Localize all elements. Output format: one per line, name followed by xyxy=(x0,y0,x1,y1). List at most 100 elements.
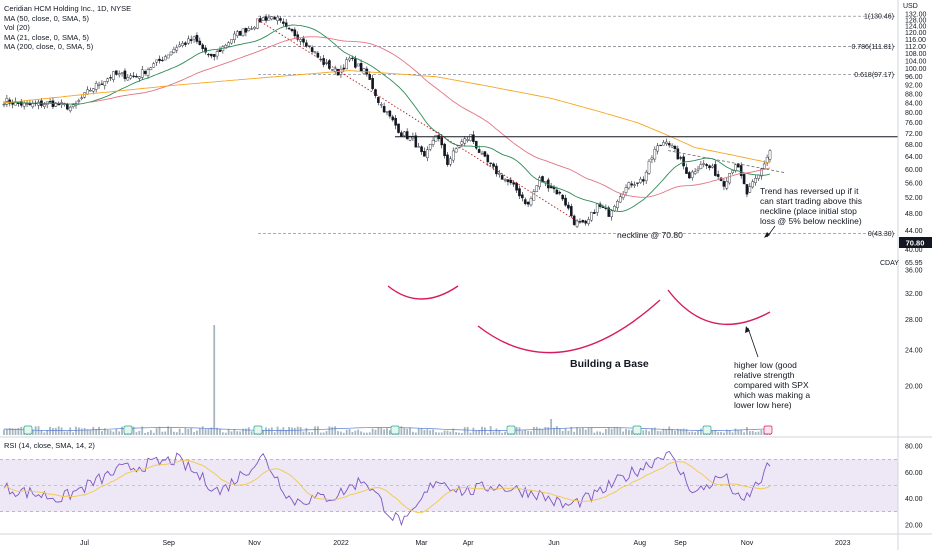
volume-bar xyxy=(498,430,501,435)
earnings-marker xyxy=(702,425,712,435)
price-tick-label: 72.00 xyxy=(905,131,923,138)
time-tick-label: Sep xyxy=(674,540,687,547)
price-tick-label: 132.00 xyxy=(905,11,927,18)
volume-bar xyxy=(651,428,653,435)
candle-body xyxy=(195,35,199,42)
candle-body xyxy=(198,40,202,45)
candle-body xyxy=(270,16,274,20)
volume-bar xyxy=(184,427,187,435)
volume-bar xyxy=(553,427,555,435)
neckline-annotation: neckline @ 70.80 xyxy=(617,230,683,240)
time-tick-label: 2022 xyxy=(333,540,349,547)
volume-bar xyxy=(720,431,722,435)
candle-body xyxy=(342,67,346,70)
volume-bar xyxy=(665,429,668,435)
downtrend-line xyxy=(257,19,579,223)
volume-bar xyxy=(386,428,388,435)
volume-bar xyxy=(11,428,14,435)
volume-bar xyxy=(377,427,380,435)
candle-body xyxy=(80,97,84,99)
candle-body xyxy=(282,21,285,24)
volume-bar xyxy=(365,432,368,435)
candle-body xyxy=(466,139,469,141)
candle-body xyxy=(711,165,714,168)
candle-body xyxy=(731,170,734,174)
candle-body xyxy=(89,90,92,92)
volume-bar xyxy=(682,428,685,435)
volume-bar xyxy=(645,429,648,435)
neckline-price-badge xyxy=(899,237,932,248)
volume-bar xyxy=(541,429,544,435)
volume-bar xyxy=(193,432,195,435)
volume-bar xyxy=(380,427,383,435)
volume-bar xyxy=(221,432,224,435)
volume-bar xyxy=(573,431,576,435)
volume-bar xyxy=(414,432,417,435)
volume-bar xyxy=(460,432,463,435)
volume-bar xyxy=(607,427,610,435)
price-tick-label: 116.00 xyxy=(905,37,926,44)
higher-low-line-4: which was making a xyxy=(734,390,811,400)
volume-bar xyxy=(550,419,553,435)
candle-body xyxy=(739,165,743,177)
volume-bar xyxy=(734,428,737,435)
candle-body xyxy=(595,203,599,213)
volume-bar xyxy=(49,426,51,435)
candle-body xyxy=(641,179,645,182)
candle-body xyxy=(581,219,585,223)
volume-bar xyxy=(564,428,567,435)
volume-bar xyxy=(613,427,616,435)
candle-body xyxy=(138,76,141,79)
volume-bar xyxy=(351,432,354,435)
candle-body xyxy=(690,171,694,178)
volume-bar xyxy=(3,429,5,435)
volume-bar xyxy=(515,426,518,435)
volume-bar xyxy=(328,426,331,435)
candle-body xyxy=(37,101,40,106)
volume-bar xyxy=(648,431,650,435)
volume-bar xyxy=(449,431,452,435)
candle-body xyxy=(449,158,452,165)
rsi-tick-label: 20.00 xyxy=(905,522,923,529)
volume-bar xyxy=(72,432,75,435)
candle-body xyxy=(670,145,674,148)
higher-low-line-3: compared with SPX xyxy=(734,380,809,390)
volume-bar xyxy=(616,426,619,435)
volume-bar xyxy=(740,429,743,435)
volume-bar xyxy=(478,430,481,435)
candle-body xyxy=(19,101,23,106)
earnings-marker xyxy=(390,425,400,435)
volume-bar xyxy=(250,431,253,435)
candle-body xyxy=(244,28,248,33)
candle-body xyxy=(155,59,158,63)
candle-body xyxy=(708,165,711,169)
candle-body xyxy=(181,42,184,46)
volume-bar xyxy=(409,427,411,435)
volume-bar xyxy=(743,432,745,435)
legend-ma21: MA (21, close, 0, SMA, 5) xyxy=(4,32,90,42)
price-tick-label: 68.00 xyxy=(905,142,923,149)
volume-bar xyxy=(69,427,72,435)
candle-body xyxy=(161,59,164,62)
candle-body xyxy=(762,163,766,169)
candle-body xyxy=(673,145,677,150)
trend-line-4: loss @ 5% below neckline) xyxy=(760,216,862,226)
candle-body xyxy=(561,194,564,200)
volume-bar xyxy=(691,431,694,435)
volume-bar xyxy=(337,431,339,435)
volume-bar xyxy=(383,429,386,435)
volume-bar xyxy=(481,426,483,435)
volume-bar xyxy=(699,428,702,435)
candle-body xyxy=(2,103,6,106)
candle-body xyxy=(261,17,265,21)
candle-body xyxy=(224,45,228,49)
volume-bar xyxy=(207,428,210,435)
volume-bar xyxy=(737,430,740,435)
candle-body xyxy=(650,157,654,160)
candle-body xyxy=(253,26,256,30)
candle-body xyxy=(267,17,271,21)
volume-bar xyxy=(348,429,351,435)
candle-body xyxy=(97,84,101,86)
candle-body xyxy=(486,154,490,163)
